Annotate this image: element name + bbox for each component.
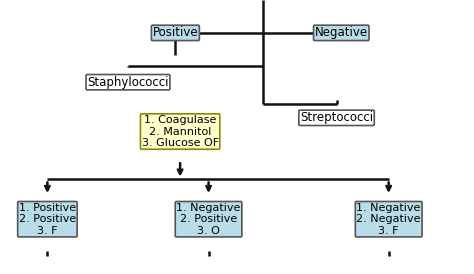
Text: Staphylococci: Staphylococci xyxy=(87,76,169,89)
Text: Positive: Positive xyxy=(153,26,198,39)
Text: 1. Negative
2. Positive
3. O: 1. Negative 2. Positive 3. O xyxy=(176,202,241,236)
Text: 1. Negative
2. Negative
3. F: 1. Negative 2. Negative 3. F xyxy=(356,202,421,236)
Text: 1. Positive
2. Positive
3. F: 1. Positive 2. Positive 3. F xyxy=(19,202,76,236)
Text: 1. Coagulase
2. Mannitol
3. Glucose OF: 1. Coagulase 2. Mannitol 3. Glucose OF xyxy=(142,115,219,148)
Text: Negative: Negative xyxy=(315,26,368,39)
Text: Streptococci: Streptococci xyxy=(300,111,373,124)
